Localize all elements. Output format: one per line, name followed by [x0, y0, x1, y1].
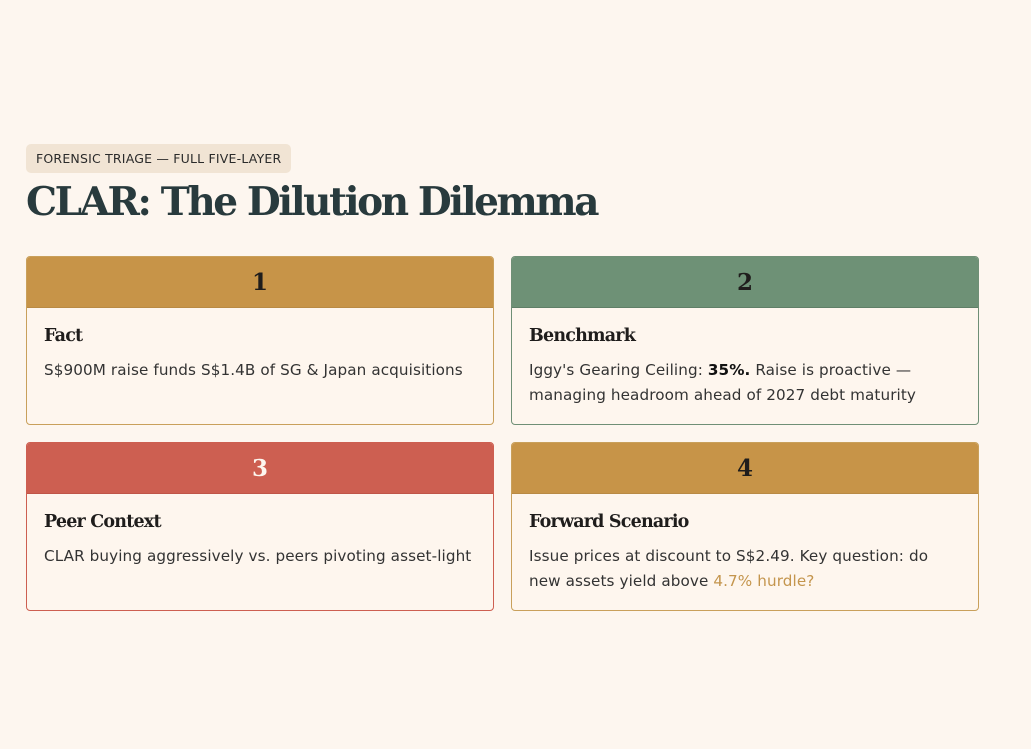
card-number: 4	[512, 443, 978, 494]
section-tag: FORENSIC TRIAGE — FULL FIVE-LAYER	[26, 144, 292, 173]
card-text: S$900M raise funds S$1.4B of SG & Japan …	[44, 361, 463, 379]
card-text: CLAR buying aggressively vs. peers pivot…	[44, 547, 472, 565]
card-fact: 1 Fact S$900M raise funds S$1.4B of SG &…	[26, 256, 494, 425]
card-body: Benchmark Iggy's Gearing Ceiling: 35%. R…	[512, 308, 978, 407]
card-forward-scenario: 4 Forward Scenario Issue prices at disco…	[511, 442, 979, 611]
hurdle-highlight: 4.7% hurdle?	[713, 571, 815, 590]
card-number: 1	[27, 257, 493, 308]
card-title: Peer Context	[44, 512, 162, 532]
card-text-rest: Raise is proactive — managing headroom a…	[529, 361, 917, 404]
card-body: Forward Scenario Issue prices at discoun…	[512, 494, 978, 593]
card-title: Fact	[44, 326, 83, 346]
card-title: Benchmark	[529, 326, 636, 346]
page-title: CLAR: The Dilution Dilemma	[26, 179, 600, 225]
gearing-ceiling-value: 35%.	[707, 361, 751, 379]
card-number: 2	[512, 257, 978, 308]
card-text-lead: Iggy's Gearing Ceiling:	[529, 361, 708, 379]
card-body: Peer Context CLAR buying aggressively vs…	[27, 494, 493, 569]
card-text: Issue prices at discount to S$2.49. Key …	[529, 544, 961, 593]
card-body: Fact S$900M raise funds S$1.4B of SG & J…	[27, 308, 493, 383]
card-text-lead: Issue prices at discount to S$2.49. Key …	[529, 547, 929, 590]
card-number: 3	[27, 443, 493, 494]
card-benchmark: 2 Benchmark Iggy's Gearing Ceiling: 35%.…	[511, 256, 979, 425]
card-title: Forward Scenario	[529, 512, 689, 532]
card-text: Iggy's Gearing Ceiling: 35%. Raise is pr…	[529, 358, 961, 407]
card-peer-context: 3 Peer Context CLAR buying aggressively …	[26, 442, 494, 611]
